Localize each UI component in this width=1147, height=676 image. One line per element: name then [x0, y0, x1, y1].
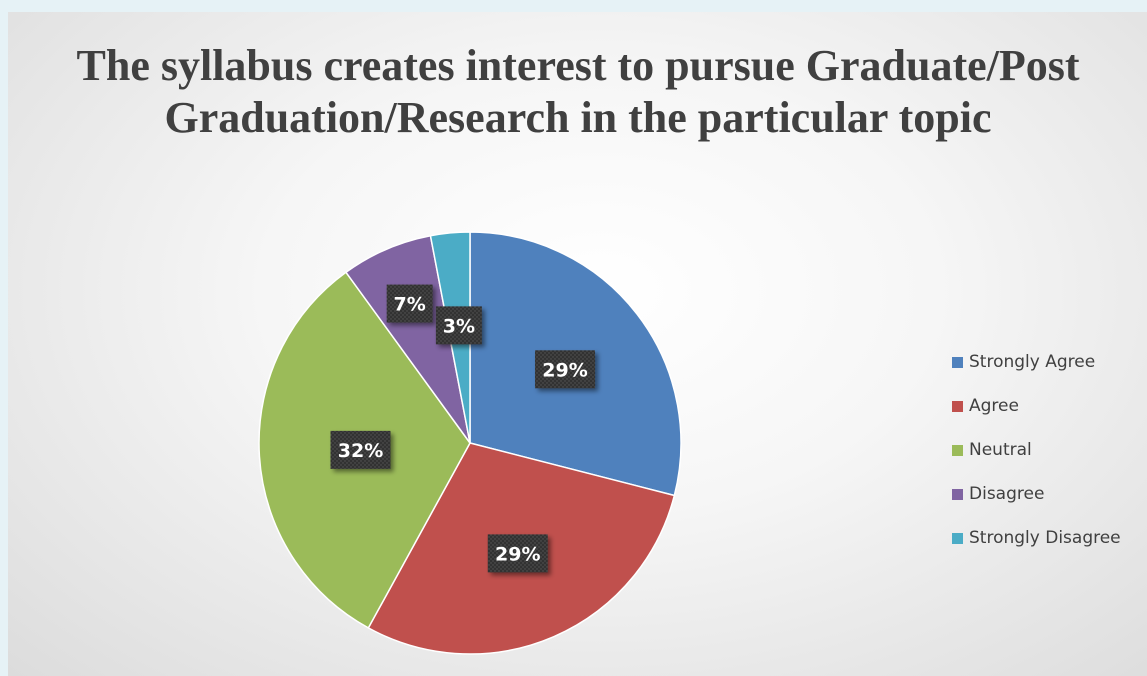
legend-swatch	[952, 444, 963, 456]
data-label-box	[487, 534, 548, 573]
legend-swatch	[952, 532, 963, 544]
legend: Strongly Agree Agree Neutral Disagree Strong…	[952, 340, 1121, 560]
legend-item: Neutral	[952, 428, 1121, 472]
legend-item: Strongly Agree	[952, 340, 1121, 384]
legend-label: Strongly Agree	[969, 352, 1096, 372]
legend-label: Agree	[969, 396, 1019, 416]
legend-item: Disagree	[952, 472, 1121, 516]
pie-chart: 29% 29% 32% 7% 3%	[258, 231, 682, 655]
data-label: 7%	[394, 294, 426, 316]
data-label-box	[330, 430, 391, 469]
data-label-box	[386, 284, 433, 323]
legend-swatch	[952, 356, 963, 368]
data-label: 3%	[443, 315, 475, 337]
data-label: 32%	[338, 440, 383, 462]
data-label-box	[535, 350, 596, 389]
legend-label: Neutral	[969, 440, 1032, 460]
legend-item: Agree	[952, 384, 1121, 428]
legend-item: Strongly Disagree	[952, 516, 1121, 560]
legend-label: Strongly Disagree	[969, 528, 1121, 548]
chart-area: The syllabus creates interest to pursue …	[8, 12, 1147, 676]
chart-title: The syllabus creates interest to pursue …	[76, 41, 1080, 142]
data-label: 29%	[542, 359, 587, 381]
legend-label: Disagree	[969, 484, 1045, 504]
legend-swatch	[952, 488, 963, 500]
data-label: 29%	[495, 543, 540, 565]
data-label-box	[435, 306, 482, 345]
legend-swatch	[952, 400, 963, 412]
